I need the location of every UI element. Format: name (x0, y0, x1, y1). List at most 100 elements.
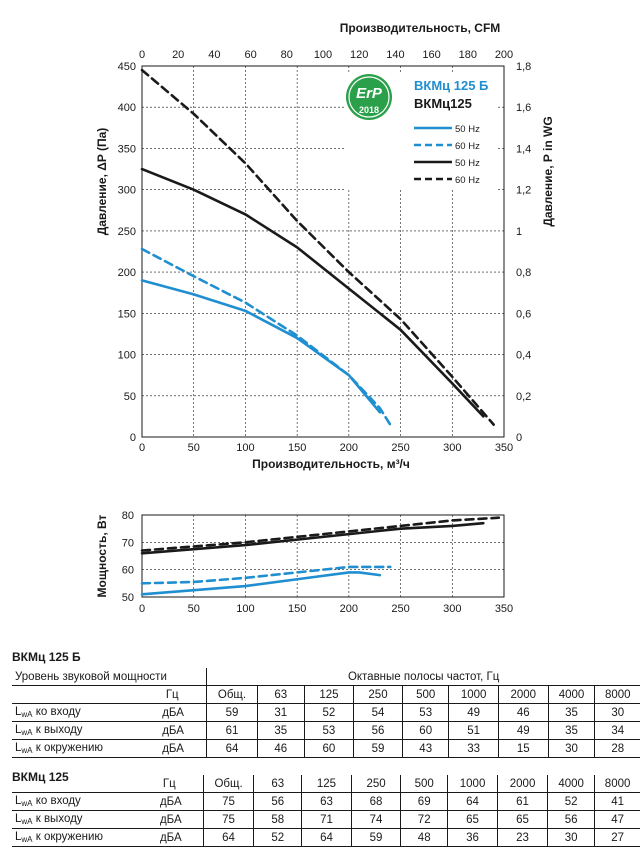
row-unit: дБА (138, 721, 207, 740)
power-series-2 (140, 521, 485, 555)
y-tick-label: 250 (118, 226, 136, 238)
column-header: Общ. (202, 775, 254, 793)
sound-header-label: Уровень звуковой мощности (12, 668, 207, 686)
table-cell: 61 (206, 721, 258, 740)
table-cell: 30 (594, 703, 640, 722)
table-cell: 41 (594, 792, 640, 811)
row-unit: дБА (138, 703, 207, 722)
power-series-1 (140, 565, 392, 585)
y-tick-label: 70 (122, 537, 134, 549)
table-cell: 53 (402, 703, 449, 722)
y-tick-label: 100 (118, 350, 136, 362)
x-tick-label: 0 (139, 442, 145, 454)
table-cell: 58 (253, 810, 302, 829)
table-cell: 49 (497, 721, 549, 740)
x2-tick-label: 200 (495, 49, 513, 61)
x2-axis-title: Производительность, CFM (340, 21, 501, 35)
y2-tick-label: 0,4 (516, 350, 531, 362)
x-tick-label: 200 (340, 603, 358, 615)
table-cell: 36 (447, 828, 498, 847)
x-axis-title: Производительность, м³/ч (252, 457, 410, 471)
erp-badge-year: 2018 (359, 105, 379, 115)
table-cell: 30 (547, 739, 595, 758)
y2-tick-label: 0,2 (516, 391, 531, 403)
y2-tick-label: 1,8 (516, 61, 531, 73)
table-cell: 48 (400, 828, 448, 847)
x2-tick-label: 120 (350, 49, 368, 61)
legend-label-2: 50 Hz (455, 158, 480, 169)
hz-label: Гц (138, 685, 207, 704)
y-tick-label: 60 (122, 565, 134, 577)
y-axis-title: Мощность, Вт (95, 514, 109, 597)
power-series-3 (140, 516, 501, 552)
row-unit: дБА (138, 739, 207, 758)
table-cell: 31 (256, 703, 305, 722)
y-tick-label: 400 (118, 102, 136, 114)
x-tick-label: 350 (495, 442, 513, 454)
row-label: LwA к окружению (12, 828, 136, 847)
plot-frame (141, 65, 505, 438)
x-tick-label: 250 (391, 603, 409, 615)
x2-tick-label: 140 (386, 49, 404, 61)
table-cell: 64 (447, 792, 498, 811)
column-header: 63 (253, 775, 302, 793)
table-cell: 65 (447, 810, 498, 829)
table-cell: 51 (448, 721, 499, 740)
table-cell: 46 (497, 703, 549, 722)
table-cell: 65 (497, 810, 548, 829)
row-label: LwA ко входу (12, 703, 139, 722)
x2-tick-label: 180 (459, 49, 477, 61)
table-title-125b: ВКМц 125 Б (12, 650, 81, 664)
y2-tick-label: 0,6 (516, 308, 531, 320)
column-header: 500 (402, 685, 449, 704)
x-tick-label: 300 (443, 442, 461, 454)
y-tick-label: 350 (118, 143, 136, 155)
table-cell: 72 (400, 810, 448, 829)
table-cell: 27 (594, 828, 640, 847)
table-cell: 59 (352, 739, 403, 758)
x2-tick-label: 160 (422, 49, 440, 61)
table-cell: 28 (594, 739, 640, 758)
y-tick-label: 450 (118, 61, 136, 73)
x-tick-label: 150 (288, 603, 306, 615)
column-header: Общ. (206, 685, 258, 704)
row-unit: дБА (135, 828, 204, 847)
table-cell: 56 (547, 810, 595, 829)
x-tick-label: 100 (236, 603, 254, 615)
y2-tick-label: 1 (516, 226, 522, 238)
x2-tick-label: 20 (172, 49, 184, 61)
column-header: 250 (350, 775, 401, 793)
y-tick-label: 150 (118, 308, 136, 320)
x-tick-label: 200 (340, 442, 358, 454)
column-header: 125 (301, 775, 352, 793)
power-chart: 0 50 100 150 200 250 300 350 50 60 70 80 Мощность, В… (95, 510, 513, 615)
legend-title-125: ВКМц125 (414, 96, 472, 111)
table-cell: 64 (206, 739, 258, 758)
x-tick-label: 250 (391, 442, 409, 454)
y-axis-title: Давление, ΔP (Па) (95, 128, 109, 236)
column-header: 1000 (448, 685, 499, 704)
table-cell: 47 (594, 810, 640, 829)
x-tick-label: 100 (236, 442, 254, 454)
y2-tick-label: 1,4 (516, 143, 531, 155)
legend-label-3: 60 Hz (455, 175, 480, 186)
column-header: 8000 (594, 775, 640, 793)
y-tick-label: 0 (130, 432, 136, 444)
y-tick-label: 50 (122, 592, 134, 604)
pressure-chart: 0 50 100 150 200 250 300 3500501001502002503003… (95, 21, 555, 471)
table-cell: 52 (547, 792, 595, 811)
column-header: 250 (352, 685, 403, 704)
table-cell: 35 (256, 721, 305, 740)
y-tick-label: 200 (118, 267, 136, 279)
x2-tick-label: 60 (244, 49, 256, 61)
y2-tick-label: 1,6 (516, 102, 531, 114)
x-tick-label: 300 (443, 603, 461, 615)
column-header: 8000 (594, 685, 640, 704)
blank-cell (12, 775, 136, 793)
y-tick-label: 50 (124, 391, 136, 403)
table-cell: 52 (253, 828, 302, 847)
x-tick-label: 50 (188, 442, 200, 454)
row-unit: дБА (135, 810, 204, 829)
y2-axis-title: Давление, P in WG (541, 116, 555, 226)
table-cell: 15 (497, 739, 549, 758)
